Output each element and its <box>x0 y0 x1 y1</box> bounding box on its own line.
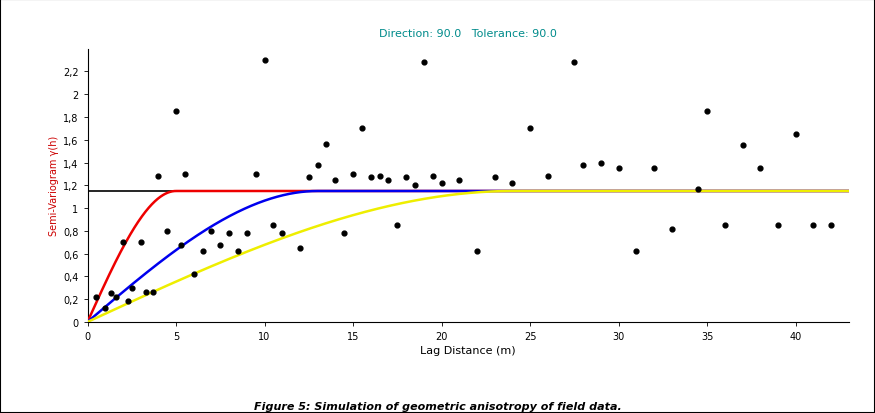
Point <box>665 225 679 232</box>
Point <box>470 248 484 255</box>
Point <box>248 171 262 178</box>
Point <box>186 271 200 278</box>
Point <box>399 175 413 181</box>
Point <box>346 171 360 178</box>
Point <box>567 60 581 66</box>
Point <box>629 248 643 255</box>
Point <box>134 240 148 246</box>
Point <box>337 230 351 237</box>
X-axis label: Lag Distance (m): Lag Distance (m) <box>420 345 516 355</box>
Point <box>178 171 192 178</box>
Point <box>452 177 466 183</box>
Point <box>160 228 174 235</box>
Point <box>594 160 608 166</box>
Point <box>807 222 821 229</box>
Point <box>612 166 626 172</box>
Point <box>408 183 422 189</box>
Point <box>691 186 705 192</box>
Point <box>647 166 661 172</box>
Point <box>266 222 280 229</box>
Point <box>328 177 342 183</box>
Point <box>487 175 501 181</box>
Point <box>771 222 785 229</box>
Point <box>577 162 591 169</box>
Point <box>364 175 378 181</box>
Point <box>116 240 130 246</box>
Point <box>257 57 271 64</box>
Point <box>240 230 254 237</box>
Point <box>214 242 228 248</box>
Point <box>435 180 449 187</box>
Point <box>506 180 520 187</box>
Point <box>319 142 333 148</box>
Point <box>293 245 307 252</box>
Point <box>125 285 139 292</box>
Point <box>108 294 123 301</box>
Point <box>753 166 767 172</box>
Point <box>205 228 219 235</box>
Point <box>382 177 396 183</box>
Point <box>103 290 117 297</box>
Point <box>276 230 290 237</box>
Point <box>169 109 183 115</box>
Point <box>302 175 316 181</box>
Point <box>700 109 714 115</box>
Y-axis label: Semi-Variogram γ(h): Semi-Variogram γ(h) <box>49 136 59 236</box>
Point <box>174 242 188 248</box>
Point <box>89 294 103 301</box>
Point <box>311 162 325 169</box>
Point <box>373 173 387 180</box>
Point <box>139 289 153 296</box>
Point <box>736 143 750 150</box>
Text: Direction: 90.0   Tolerance: 90.0: Direction: 90.0 Tolerance: 90.0 <box>379 28 557 39</box>
Point <box>231 248 245 255</box>
Point <box>146 289 160 296</box>
Point <box>151 173 165 180</box>
Point <box>416 60 430 66</box>
Point <box>390 222 404 229</box>
Point <box>122 298 136 305</box>
Point <box>355 126 369 132</box>
Point <box>426 173 440 180</box>
Point <box>788 131 802 138</box>
Point <box>824 222 838 229</box>
Point <box>222 230 236 237</box>
Point <box>98 305 112 312</box>
Point <box>718 222 732 229</box>
Text: Figure 5: Simulation of geometric anisotropy of field data.: Figure 5: Simulation of geometric anisot… <box>254 401 621 411</box>
Point <box>523 126 537 132</box>
Point <box>541 173 555 180</box>
Point <box>196 248 210 255</box>
